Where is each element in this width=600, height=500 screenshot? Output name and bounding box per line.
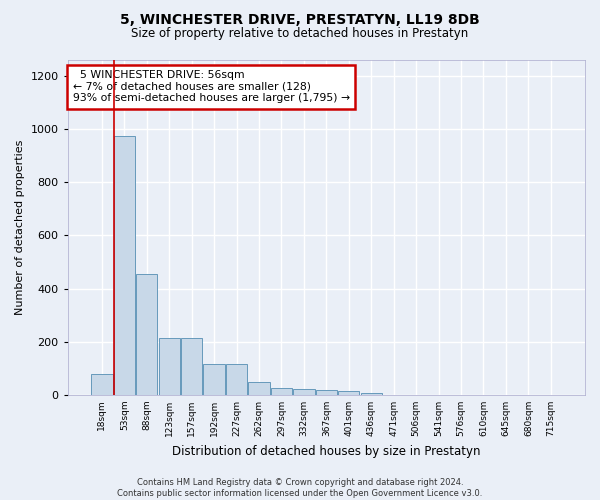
X-axis label: Distribution of detached houses by size in Prestatyn: Distribution of detached houses by size … xyxy=(172,444,481,458)
Bar xyxy=(136,274,157,395)
Text: 5 WINCHESTER DRIVE: 56sqm  
← 7% of detached houses are smaller (128)
93% of sem: 5 WINCHESTER DRIVE: 56sqm ← 7% of detach… xyxy=(73,70,350,103)
Bar xyxy=(113,136,135,395)
Bar xyxy=(203,364,225,395)
Bar xyxy=(91,374,113,395)
Bar xyxy=(271,388,292,395)
Bar xyxy=(361,393,382,395)
Text: 5, WINCHESTER DRIVE, PRESTATYN, LL19 8DB: 5, WINCHESTER DRIVE, PRESTATYN, LL19 8DB xyxy=(120,12,480,26)
Text: Contains HM Land Registry data © Crown copyright and database right 2024.
Contai: Contains HM Land Registry data © Crown c… xyxy=(118,478,482,498)
Bar xyxy=(293,389,314,395)
Bar xyxy=(158,338,180,395)
Y-axis label: Number of detached properties: Number of detached properties xyxy=(15,140,25,315)
Bar xyxy=(338,391,359,395)
Bar xyxy=(226,364,247,395)
Bar xyxy=(181,338,202,395)
Bar xyxy=(316,390,337,395)
Text: Size of property relative to detached houses in Prestatyn: Size of property relative to detached ho… xyxy=(131,28,469,40)
Bar xyxy=(248,382,269,395)
